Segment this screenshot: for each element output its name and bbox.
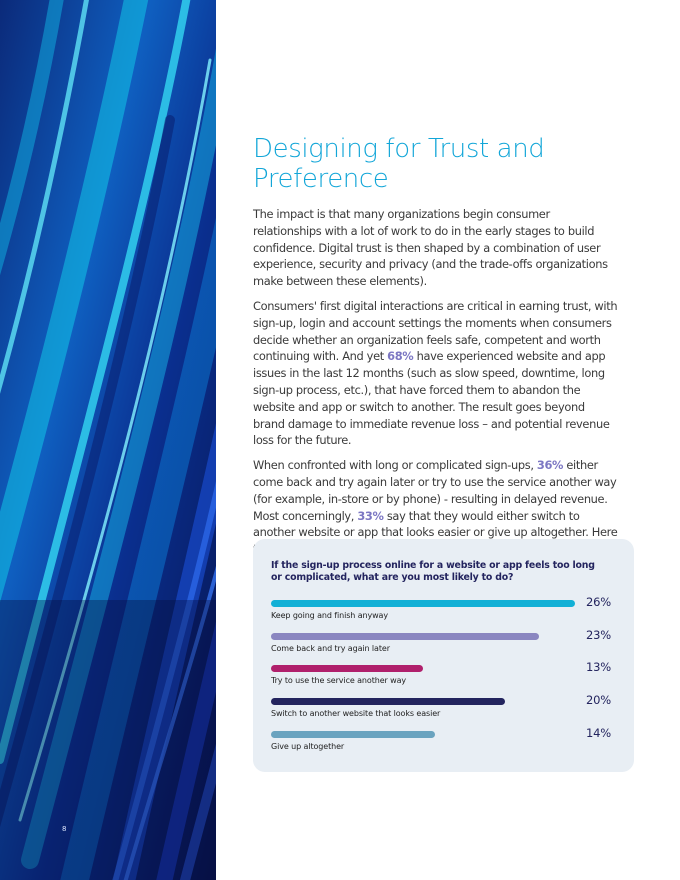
- poll-row: Give up altogether 14%: [271, 726, 611, 759]
- poll-row: Come back and try again later 23%: [271, 628, 611, 661]
- page-number: 8: [62, 825, 67, 833]
- poll-label: Come back and try again later: [271, 644, 390, 653]
- poll-value: 14%: [586, 726, 611, 740]
- poll-bar: [271, 698, 506, 705]
- poll-value: 26%: [586, 595, 611, 609]
- poll-bar: [271, 633, 539, 640]
- poll-label: Keep going and finish anyway: [271, 611, 388, 620]
- decorative-streak-image: 8: [0, 0, 216, 880]
- poll-label: Switch to another website that looks eas…: [271, 709, 441, 718]
- poll-bar: [271, 731, 436, 738]
- page-title-line-2: Preference: [253, 164, 389, 194]
- stat-highlight-36: 36%: [536, 458, 564, 473]
- poll-label: Try to use the service another way: [271, 676, 407, 685]
- poll-row: Keep going and finish anyway 26%: [271, 595, 611, 628]
- poll-value: 23%: [586, 628, 611, 642]
- paragraph-2-text-a: Consumers' first digital interactions ar…: [253, 298, 618, 364]
- page-title-line-1: Designing for Trust and: [253, 134, 545, 164]
- paragraph-3-text-b: either come back and try again later or …: [253, 458, 617, 523]
- poll-value: 20%: [586, 693, 611, 707]
- page-title: Designing for Trust and Preference: [253, 134, 618, 194]
- stat-highlight-33: 33%: [357, 508, 384, 523]
- poll-bar: [271, 665, 423, 672]
- poll-bar-track: [271, 731, 575, 738]
- poll-label: Give up altogether: [271, 742, 345, 751]
- poll-bar: [271, 600, 575, 607]
- poll-bar-track: [271, 698, 575, 705]
- poll-value: 13%: [586, 660, 611, 674]
- poll-question: If the sign-up process online for a webs…: [271, 560, 595, 583]
- poll-row: Try to use the service another way 13%: [271, 660, 611, 693]
- article-body: Designing for Trust and Preference The i…: [253, 134, 618, 566]
- poll-bar-track: [271, 600, 575, 607]
- paragraph-2: Consumers' first digital interactions ar…: [253, 298, 618, 449]
- poll-row: Switch to another website that looks eas…: [271, 693, 611, 726]
- poll-bar-track: [271, 633, 575, 640]
- poll-bar-track: [271, 665, 575, 672]
- paragraph-2-text-b: have experienced website and app issues …: [253, 349, 610, 448]
- paragraph-1: The impact is that many organizations be…: [253, 207, 608, 289]
- paragraph-3-text-a: When confronted with long or complicated…: [253, 458, 537, 473]
- survey-result-panel: If the sign-up process online for a webs…: [253, 539, 634, 772]
- stat-highlight-68: 68%: [387, 349, 414, 364]
